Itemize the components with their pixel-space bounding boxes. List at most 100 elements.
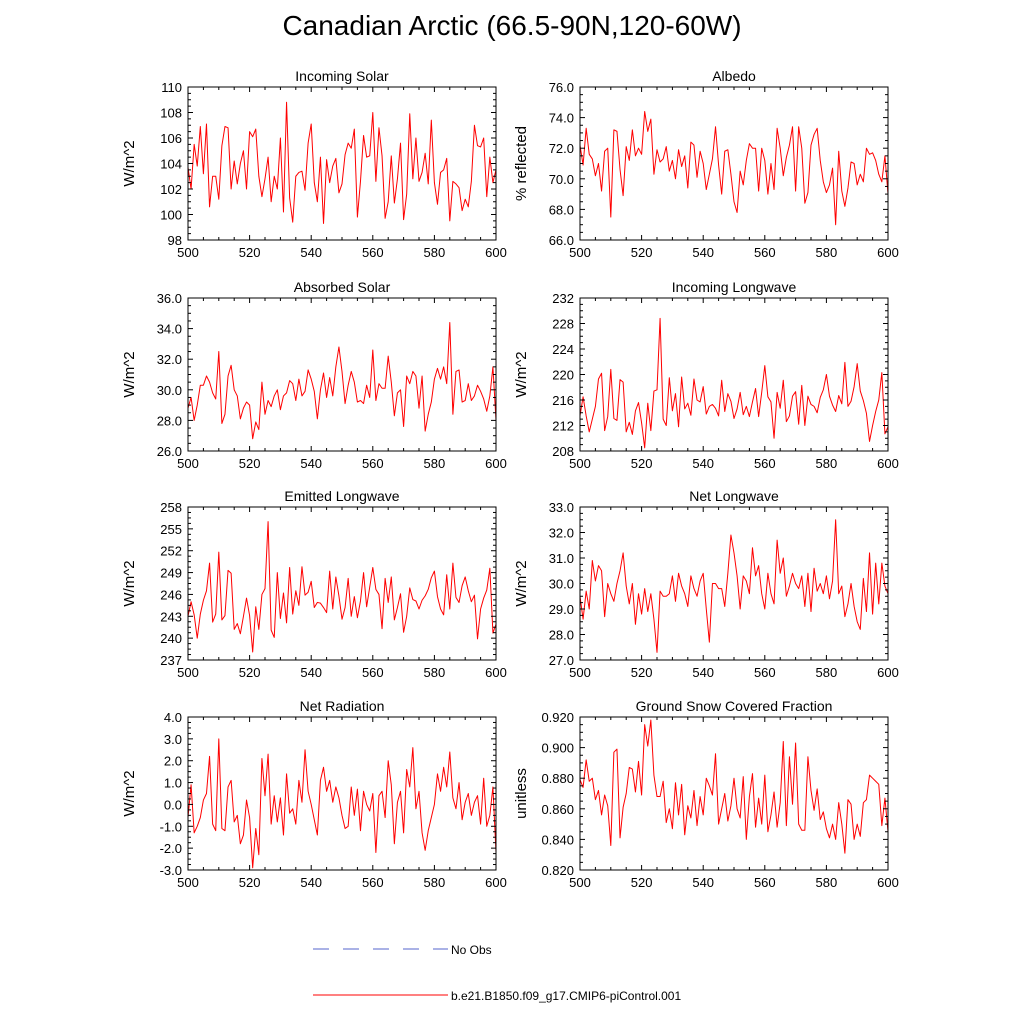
panel-title-albedo: Albedo xyxy=(712,68,756,84)
x-tick-label: 580 xyxy=(424,245,446,260)
x-tick-label: 540 xyxy=(692,245,714,260)
x-tick-label: 580 xyxy=(424,456,446,471)
y-tick-label: 249 xyxy=(160,566,182,581)
x-tick-label: 500 xyxy=(177,245,199,260)
y-tick-label: 72.0 xyxy=(549,141,574,156)
y-tick-label: 243 xyxy=(160,609,182,624)
y-tick-label: 76.0 xyxy=(549,80,574,95)
x-tick-label: 540 xyxy=(692,665,714,680)
series-line-emitted-longwave xyxy=(187,521,497,653)
panel-incoming-solar: Incoming Solar W/m^2 500 520 540 560 580 600 98 1… xyxy=(121,68,507,260)
y-axis-label-absorbed-solar: W/m^2 xyxy=(121,351,138,397)
x-tick-label: 600 xyxy=(485,875,507,890)
y-tick-label: 70.0 xyxy=(549,172,574,187)
y-tick-label: 0.820 xyxy=(541,863,574,878)
y-axis-label-emitted-longwave: W/m^2 xyxy=(121,560,138,606)
x-tick-label: 500 xyxy=(177,456,199,471)
series-line-incoming-longwave xyxy=(579,317,889,449)
legend-label-no-obs: No Obs xyxy=(451,943,492,957)
y-axis-label-ground-snow-covered-fraction: unitless xyxy=(513,768,530,819)
panel-title-emitted-longwave: Emitted Longwave xyxy=(284,488,399,504)
y-tick-label: -3.0 xyxy=(160,863,182,878)
series-line-incoming-solar xyxy=(187,101,497,224)
y-tick-label: 3.0 xyxy=(164,732,182,747)
y-tick-label: 240 xyxy=(160,631,182,646)
figure-title: Canadian Arctic (66.5-90N,120-60W) xyxy=(282,10,742,41)
x-tick-label: 600 xyxy=(877,665,899,680)
x-tick-label: 540 xyxy=(300,875,322,890)
x-tick-label: 540 xyxy=(300,245,322,260)
x-tick-label: 600 xyxy=(877,245,899,260)
y-tick-label: 258 xyxy=(160,500,182,515)
y-tick-label: 102 xyxy=(160,182,182,197)
x-tick-label: 560 xyxy=(754,875,776,890)
x-tick-label: 540 xyxy=(692,875,714,890)
y-tick-label: 255 xyxy=(160,522,182,537)
y-tick-label: 32.0 xyxy=(157,352,182,367)
y-tick-label: 0.0 xyxy=(164,797,182,812)
plot-frame-albedo xyxy=(579,86,889,241)
y-tick-label: 0.840 xyxy=(541,832,574,847)
x-tick-label: 600 xyxy=(877,875,899,890)
panel-absorbed-solar: Absorbed Solar W/m^2 500 520 540 560 580 600 26.… xyxy=(121,279,507,471)
y-axis-label-net-radiation: W/m^2 xyxy=(121,770,138,816)
x-tick-label: 500 xyxy=(569,456,591,471)
y-tick-label: 2.0 xyxy=(164,754,182,769)
x-tick-label: 580 xyxy=(816,875,838,890)
y-tick-label: 29.0 xyxy=(549,602,574,617)
y-tick-label: 106 xyxy=(160,131,182,146)
x-tick-label: 520 xyxy=(631,456,653,471)
y-axis-label-incoming-solar: W/m^2 xyxy=(121,140,138,186)
x-tick-label: 500 xyxy=(569,665,591,680)
x-tick-label: 600 xyxy=(485,456,507,471)
x-tick-label: 560 xyxy=(362,456,384,471)
panel-title-net-radiation: Net Radiation xyxy=(300,698,385,714)
x-tick-label: 520 xyxy=(631,245,653,260)
x-tick-label: 580 xyxy=(816,456,838,471)
y-tick-label: 220 xyxy=(552,368,574,383)
y-tick-label: 232 xyxy=(552,291,574,306)
y-tick-label: 100 xyxy=(160,208,182,223)
y-tick-label: 34.0 xyxy=(157,322,182,337)
panel-albedo: Albedo % reflected 500 520 540 560 580 600 66.0 6… xyxy=(513,68,899,260)
y-tick-label: 0.860 xyxy=(541,802,574,817)
y-tick-label: 30.0 xyxy=(157,383,182,398)
plot-frame-emitted-longwave xyxy=(187,506,497,661)
y-tick-label: 246 xyxy=(160,587,182,602)
y-tick-label: 31.0 xyxy=(549,551,574,566)
x-tick-label: 540 xyxy=(300,456,322,471)
panel-emitted-longwave: Emitted Longwave W/m^2 500 520 540 560 580 600 2… xyxy=(121,488,507,680)
legend-label-model: b.e21.B1850.f09_g17.CMIP6-piControl.001 xyxy=(451,989,681,1003)
y-tick-label: 4.0 xyxy=(164,710,182,725)
y-tick-label: 110 xyxy=(161,80,182,95)
y-tick-label: 32.0 xyxy=(549,526,574,541)
y-tick-label: 27.0 xyxy=(549,653,574,668)
y-tick-label: 228 xyxy=(552,317,574,332)
y-tick-label: 212 xyxy=(552,419,574,434)
x-tick-label: 520 xyxy=(239,245,261,260)
x-tick-label: 500 xyxy=(177,665,199,680)
x-tick-label: 560 xyxy=(362,665,384,680)
x-tick-label: 580 xyxy=(424,875,446,890)
panel-title-incoming-longwave: Incoming Longwave xyxy=(672,279,797,295)
y-tick-label: 36.0 xyxy=(157,291,182,306)
y-tick-label: 74.0 xyxy=(549,111,574,126)
x-tick-label: 500 xyxy=(569,245,591,260)
panel-incoming-longwave: Incoming Longwave W/m^2 500 520 540 560 580 600… xyxy=(513,279,899,471)
legend: No Obs b.e21.B1850.f09_g17.CMIP6-piContr… xyxy=(313,943,681,1003)
y-tick-label: 224 xyxy=(552,342,574,357)
y-tick-label: 30.0 xyxy=(549,577,574,592)
x-tick-label: 580 xyxy=(816,665,838,680)
x-tick-label: 600 xyxy=(485,245,507,260)
x-tick-label: 500 xyxy=(177,875,199,890)
y-tick-label: -2.0 xyxy=(160,841,182,856)
y-tick-label: 26.0 xyxy=(157,444,182,459)
y-tick-label: 252 xyxy=(160,544,182,559)
series-line-albedo xyxy=(579,110,889,226)
x-tick-label: 560 xyxy=(754,456,776,471)
x-tick-label: 520 xyxy=(631,875,653,890)
series-line-absorbed-solar xyxy=(187,321,497,440)
legend-item-no-obs: No Obs xyxy=(313,943,492,957)
panel-net-longwave: Net Longwave W/m^2 500 520 540 560 580 600 27.0 2… xyxy=(513,488,899,680)
panel-title-net-longwave: Net Longwave xyxy=(689,488,779,504)
